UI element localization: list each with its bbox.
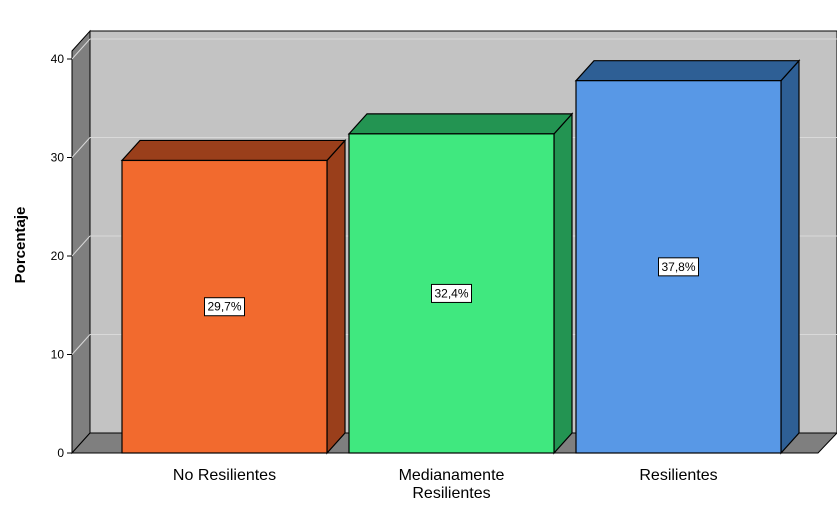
y-axis-ticks: 0 10 20 30 40 [51,52,72,460]
side-wall [71,29,91,455]
bar-side [326,138,346,455]
bar-side [780,59,800,455]
bar: 37,8% [574,59,801,455]
y-tick-label: 10 [51,348,65,362]
y-tick-label: 30 [51,151,65,165]
x-tick-label: Resilientes [412,485,490,502]
data-label: 32,4% [434,286,468,300]
x-tick-label: No Resilientes [173,467,276,484]
x-tick-label: Medianamente [399,467,505,484]
data-label: 29,7% [207,300,241,314]
x-axis-ticks: No Resilientes MedianamenteResilientesRes… [173,467,718,502]
bar-top [120,139,347,162]
bar-top [347,113,574,135]
gridline [71,137,91,158]
y-tick-label: 40 [51,52,65,66]
bars: 29,7% 32,4% 37,8% [120,59,801,455]
bar-side [553,112,573,455]
y-tick-label: 20 [51,249,65,263]
gridline [71,38,91,60]
gridline [71,235,91,257]
bar-front [121,159,328,454]
data-label-box [204,297,245,317]
y-axis-label: Porcentaje [12,207,29,284]
bar: 32,4% [347,112,574,455]
data-label-box [431,283,472,303]
bar: 29,7% [120,138,347,455]
gridline [71,334,91,355]
bar-top [574,60,801,82]
data-label: 37,8% [661,260,695,274]
x-tick-label: Resilientes [639,467,717,484]
data-label-box [658,257,699,277]
y-tick-label: 0 [57,446,64,460]
